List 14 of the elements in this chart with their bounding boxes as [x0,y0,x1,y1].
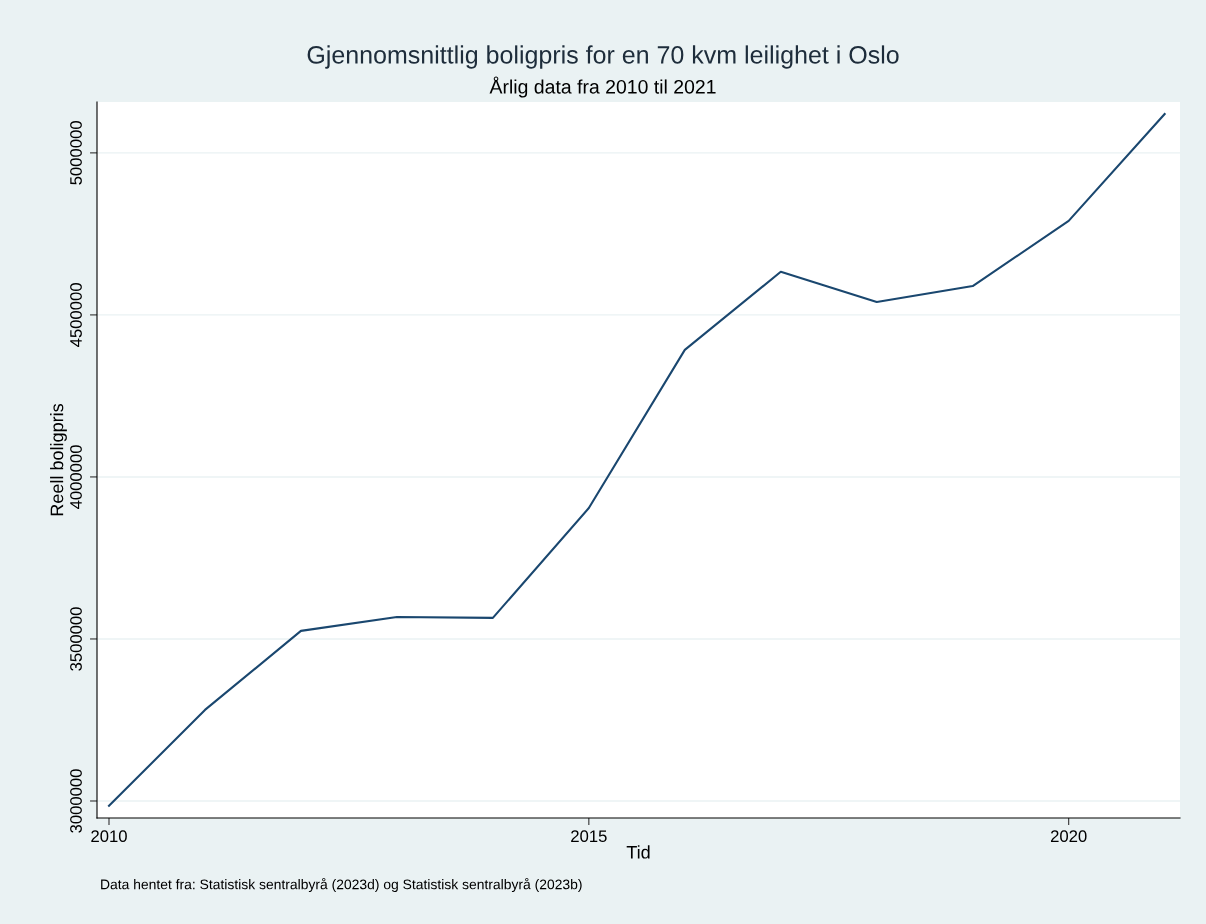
x-tick-label: 2020 [1050,830,1087,843]
x-tick-label: 2015 [571,830,607,843]
y-tick-label: 4500000 [70,283,82,347]
y-axis-title: Reell boligpris [50,403,67,516]
line-series [107,112,1166,807]
text: Data hentet fra: Statistisk sentralbyrå (2023d) og Statistisk sentralbyrå (2023b) [101,877,582,893]
y-tick-label: 3500000 [70,607,82,671]
y-tick-label: 3000000 [70,769,82,833]
chart-subtitle: Årlig data fra 2010 til 2021 [489,76,716,98]
x-tick-label: 2010 [91,830,127,843]
y-tick-label: 4000000 [70,445,82,509]
y-tick-label: 5000000 [70,121,82,185]
x-axis-title: Tid [626,845,650,859]
chart-title: Gjennomsnittlig boligpris for en 70 kvm leilighet i Oslo [307,45,899,69]
